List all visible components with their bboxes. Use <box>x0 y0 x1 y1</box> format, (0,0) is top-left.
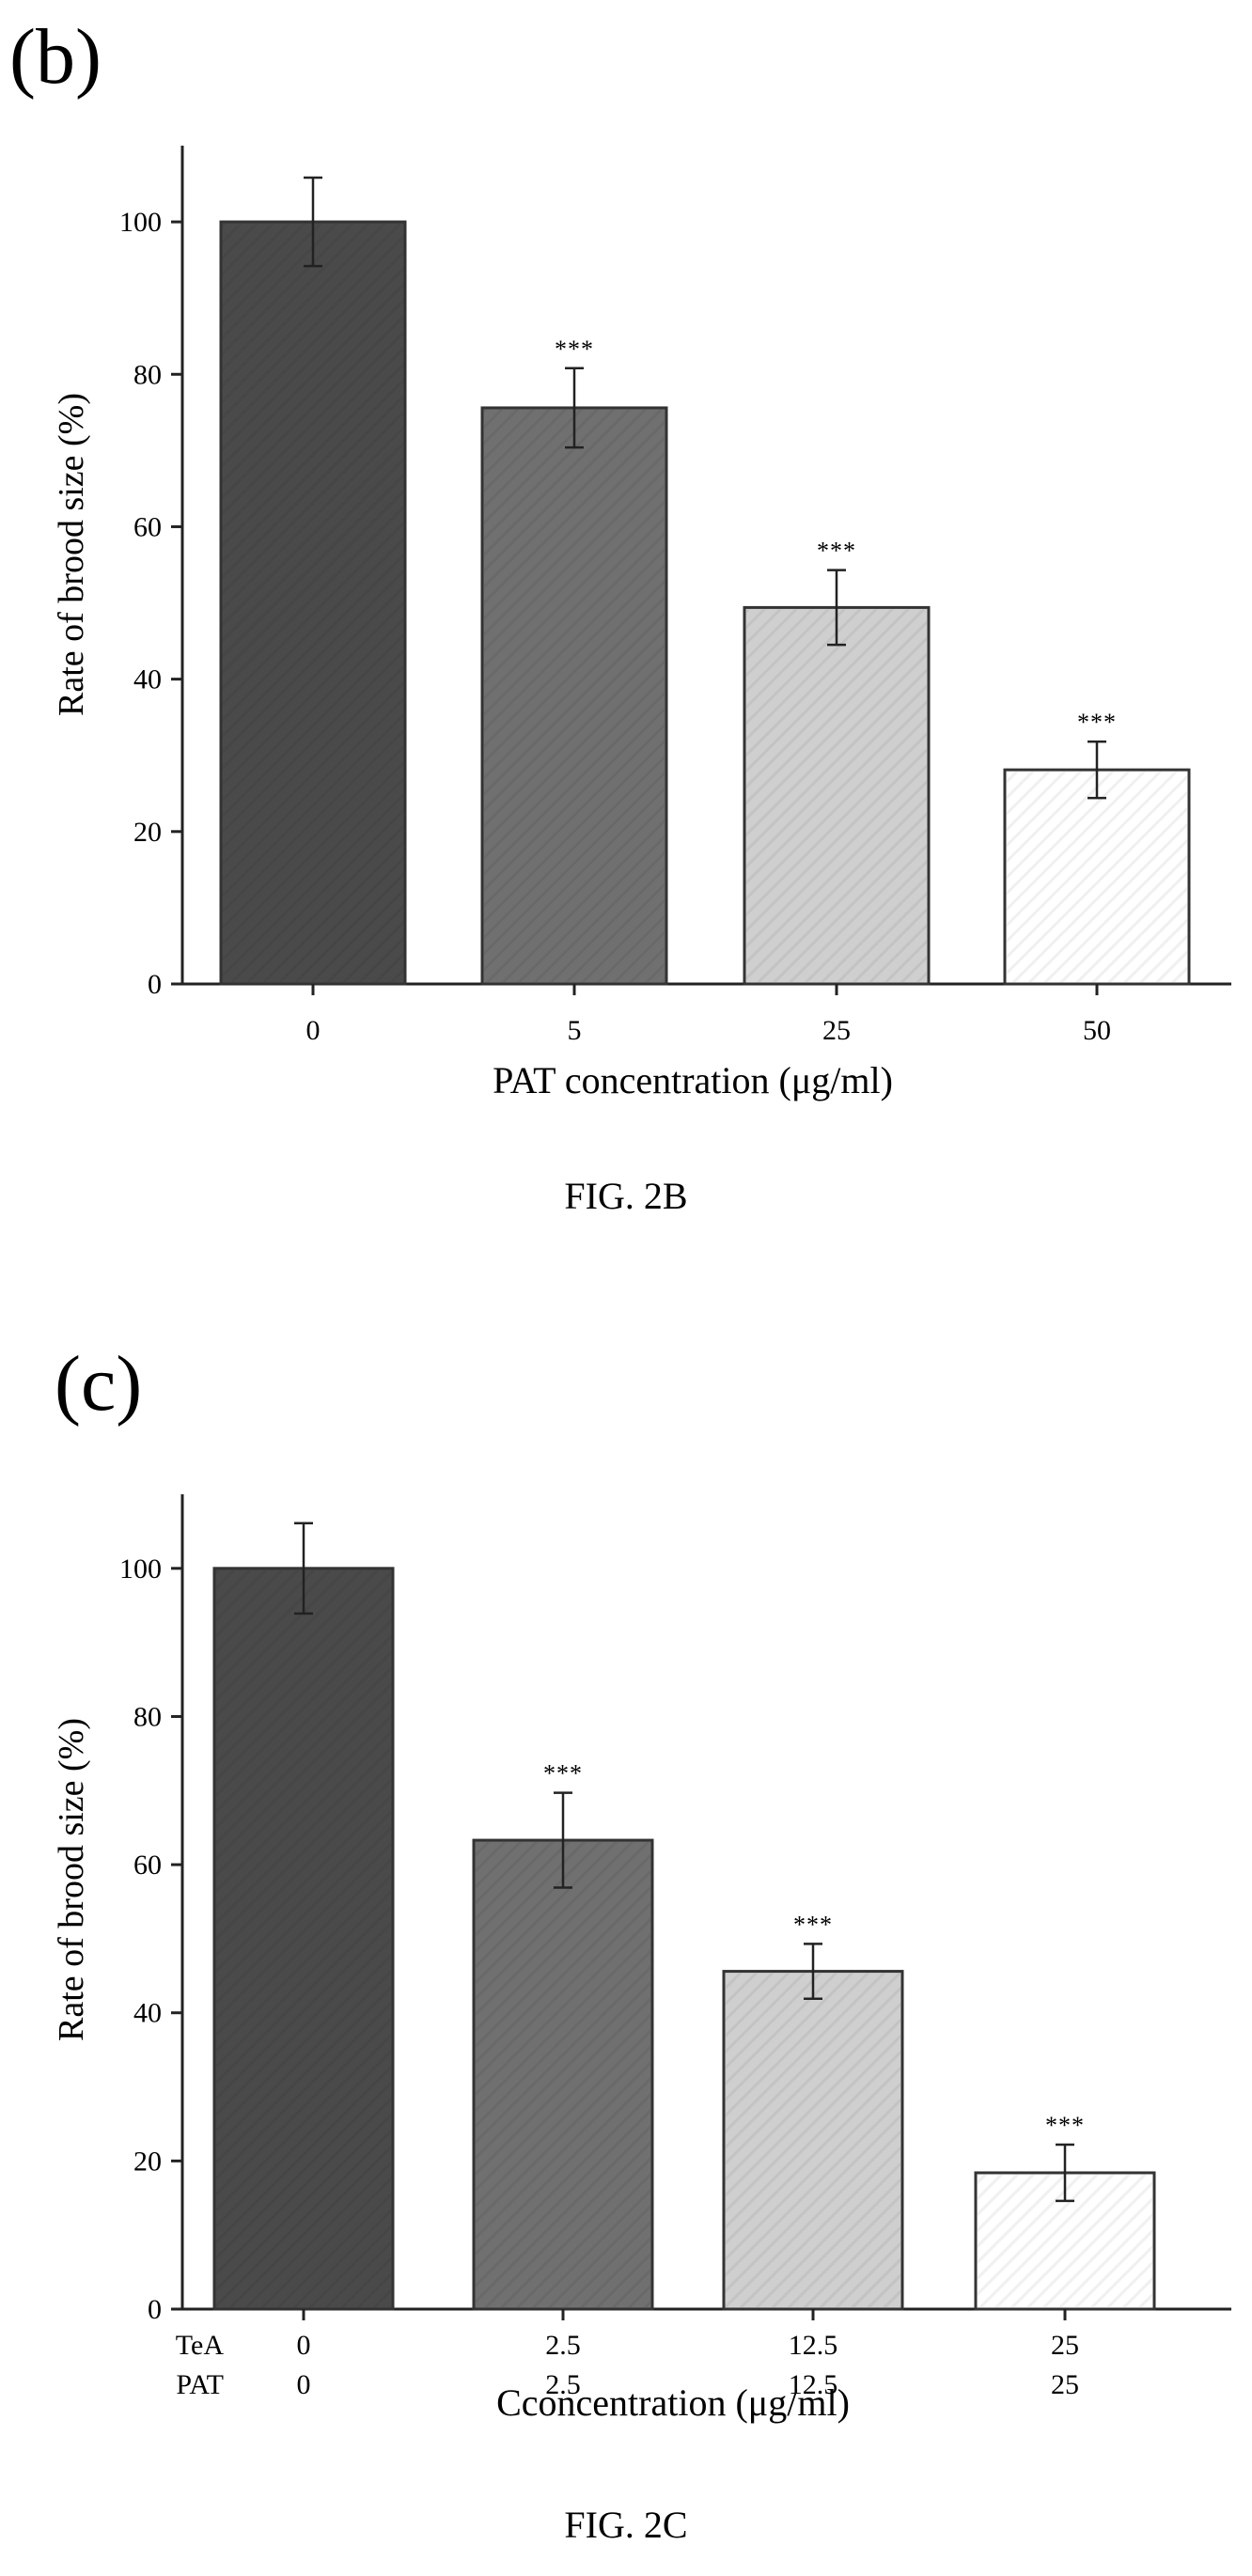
panel-b-significance-mark: *** <box>1077 709 1117 736</box>
panel-c-x-tick-label: 2.5 <box>545 2330 581 2361</box>
panel-c-x-tick-label: 25 <box>1051 2369 1079 2400</box>
panel-c-x-tick-label: 12.5 <box>789 2330 838 2361</box>
panel-b-y-tick-label: 100 <box>119 207 162 238</box>
panel-b-x-axis-title: PAT concentration (μg/ml) <box>493 1059 893 1101</box>
panel-c-error-bar <box>554 1791 572 1889</box>
panel-c-chart: (c) Rate of brood size (%) Cconcentratio… <box>52 1340 1231 2546</box>
panel-b-bar-texture <box>1007 772 1187 982</box>
panel-c-x-tick-label: 12.5 <box>789 2369 838 2400</box>
panel-c-y-axis-title: Rate of brood size (%) <box>52 1718 91 2041</box>
panel-c-letter: (c) <box>55 1340 142 1428</box>
panel-b-y-tick-label: 80 <box>133 359 162 390</box>
panel-c-y-tick-label: 20 <box>133 2146 162 2177</box>
panel-b-error-bar <box>304 176 322 268</box>
panel-b-x-tick-label: 25 <box>822 1015 851 1046</box>
panel-c-y-tick-label: 40 <box>133 1998 162 2029</box>
panel-c-significance-mark: *** <box>1045 2112 1085 2139</box>
panel-b-y-tick-label: 60 <box>133 511 162 542</box>
panel-b-letter: (b) <box>9 13 102 101</box>
panel-b-y-tick-label: 20 <box>133 817 162 848</box>
panel-c-x-tick-label: 0 <box>297 2330 311 2361</box>
panel-c-error-bar <box>1056 2143 1074 2203</box>
panel-c-y-tick-label: 0 <box>148 2294 162 2325</box>
panel-b-y-tick-label: 0 <box>148 969 162 1000</box>
panel-b-significance-mark: *** <box>555 336 594 363</box>
panel-c-x-tick-label: 0 <box>297 2369 311 2400</box>
panel-c-x-tick-label: 25 <box>1051 2330 1079 2361</box>
panel-c-x-tick-label: 2.5 <box>545 2369 581 2400</box>
panel-c-significance-mark: *** <box>543 1760 583 1788</box>
panel-b-chart: (b) Rate of brood size (%) PAT concentra… <box>9 13 1231 1217</box>
panel-c-figure-caption: FIG. 2C <box>564 2504 687 2546</box>
panel-c-bar-texture <box>216 1569 391 2307</box>
panel-b-bar-texture <box>746 609 927 982</box>
panel-c-y-tick-label: 80 <box>133 1701 162 1732</box>
panel-b-bar-texture <box>223 224 403 982</box>
panel-b-x-tick-label: 50 <box>1083 1015 1111 1046</box>
panel-c-y-tick-label: 60 <box>133 1850 162 1881</box>
panel-b-significance-mark: *** <box>817 538 856 565</box>
panel-b-error-bar <box>1088 740 1106 800</box>
panel-c-error-bar <box>294 1522 313 1616</box>
panel-b-x-tick-label: 5 <box>568 1015 582 1046</box>
panel-c-row-label: PAT <box>176 2369 224 2400</box>
panel-b-error-bar <box>827 569 846 647</box>
panel-c-row-label: TeA <box>176 2330 225 2361</box>
panel-b-figure-caption: FIG. 2B <box>564 1175 687 1217</box>
panel-b-y-axis-title: Rate of brood size (%) <box>52 393 91 716</box>
panel-c-bar-texture <box>726 1973 900 2307</box>
panel-b-y-tick-label: 40 <box>133 664 162 695</box>
panel-c-error-bar <box>804 1943 822 2001</box>
panel-b-error-bar <box>565 367 584 449</box>
panel-c-significance-mark: *** <box>793 1911 833 1938</box>
panel-b-bar-texture <box>484 409 665 982</box>
panel-c-bar-texture <box>476 1842 650 2307</box>
panel-c-y-tick-label: 100 <box>119 1553 162 1585</box>
panel-b-x-tick-label: 0 <box>306 1015 321 1046</box>
panel-c-x-axis-title: Cconcentration (μg/ml) <box>496 2381 850 2424</box>
